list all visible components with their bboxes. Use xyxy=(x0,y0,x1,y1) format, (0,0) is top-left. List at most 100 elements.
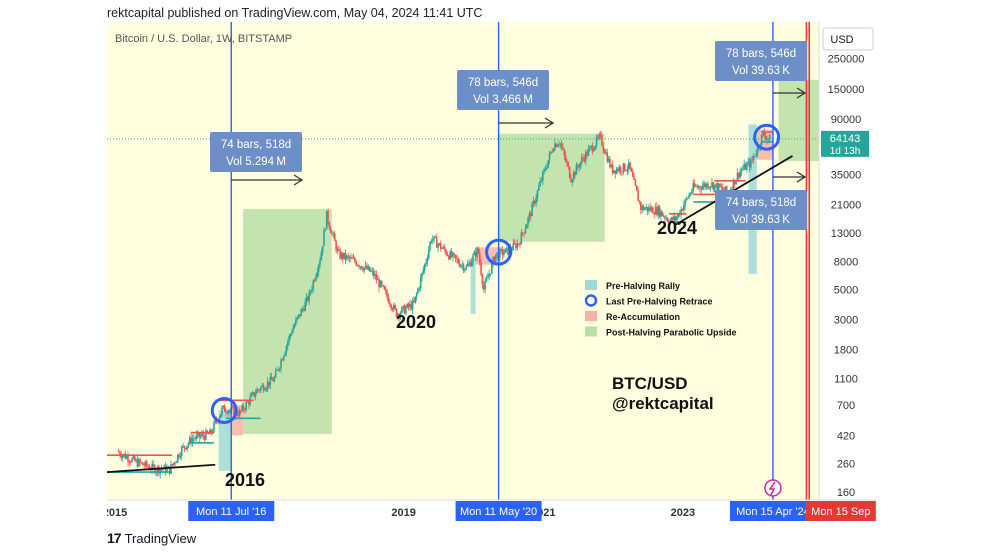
candle-body xyxy=(337,249,340,251)
candle xyxy=(386,288,388,301)
candle-body xyxy=(402,305,405,308)
callout-line2: Vol 39.63 K xyxy=(732,65,790,77)
x-tick-label: 2023 xyxy=(671,507,695,519)
candle-body xyxy=(732,179,735,190)
candle-body xyxy=(172,462,175,465)
candle-body xyxy=(171,464,174,465)
candle-body xyxy=(184,447,187,450)
candle-body xyxy=(191,438,194,444)
candle-body xyxy=(739,171,741,178)
candle-body xyxy=(250,394,253,397)
callout-line1: 78 bars, 546d xyxy=(726,48,796,60)
candle-body xyxy=(537,186,540,191)
candle-body xyxy=(143,465,145,466)
tradingview-logo[interactable]: 17 TradingView xyxy=(107,530,196,546)
candle xyxy=(164,462,167,476)
y-tick-label: 1800 xyxy=(834,345,858,357)
candle xyxy=(754,155,756,158)
candle-body xyxy=(427,249,430,259)
price-badge-value: 64143 xyxy=(830,133,861,145)
candle-body xyxy=(213,422,215,432)
candle xyxy=(395,308,398,319)
candle xyxy=(429,240,431,252)
candle-body xyxy=(210,429,213,434)
halving-event-icon[interactable] xyxy=(764,479,782,497)
chart-area[interactable]: 74 bars, 518d Vol 5.294 M 78 bars, 546d Vol… xyxy=(107,22,877,524)
currency-selector[interactable]: USD xyxy=(822,27,874,51)
candle xyxy=(637,186,639,201)
candle-body xyxy=(696,186,699,188)
candle xyxy=(426,254,429,267)
candle xyxy=(646,206,649,216)
candle-body xyxy=(560,143,563,148)
pre-halving-rally-zone-2020 xyxy=(470,257,476,314)
candle xyxy=(693,179,696,189)
candle-body xyxy=(489,273,492,275)
measure-callout-4[interactable]: 74 bars, 518d Vol 39.63 K xyxy=(715,190,807,230)
candle-body xyxy=(755,153,758,156)
candle-body xyxy=(188,437,191,444)
candle xyxy=(171,463,174,467)
candle xyxy=(348,255,351,263)
candle xyxy=(182,442,184,449)
candle-body xyxy=(323,230,325,247)
candle-body xyxy=(559,143,562,145)
candle-body xyxy=(715,183,717,185)
measure-callout-1[interactable]: 74 bars, 518d Vol 5.294 M xyxy=(210,132,302,172)
candle-body xyxy=(137,459,140,467)
candle xyxy=(692,179,694,194)
candle-body xyxy=(767,138,770,140)
halving-icon-circle[interactable] xyxy=(764,479,782,497)
candle-body xyxy=(135,459,137,461)
candle xyxy=(625,169,627,172)
tradingview-mark-icon: 17 xyxy=(107,530,122,546)
candle-body xyxy=(241,405,243,411)
candle-body xyxy=(664,216,666,219)
candle xyxy=(425,258,427,267)
candle-body xyxy=(638,200,641,203)
candle xyxy=(452,251,454,262)
candle-body xyxy=(738,172,740,178)
candle-body xyxy=(378,279,380,288)
y-tick-label: 420 xyxy=(837,430,855,442)
candle xyxy=(417,287,419,295)
currency-box[interactable] xyxy=(822,27,874,51)
candle xyxy=(621,171,623,177)
btc-chart[interactable]: 74 bars, 518d Vol 5.294 M 78 bars, 546d Vol… xyxy=(107,22,877,524)
candle xyxy=(176,454,179,464)
candle-body xyxy=(417,288,419,294)
candle xyxy=(550,151,552,155)
candle xyxy=(648,204,650,215)
candle-body xyxy=(264,389,266,391)
candle-body xyxy=(488,273,490,278)
candle-body xyxy=(413,300,415,303)
candle-body xyxy=(423,264,426,270)
candle xyxy=(460,264,462,269)
candle xyxy=(614,170,617,179)
measure-callout-2[interactable]: 78 bars, 546d Vol 3.466 M xyxy=(457,70,549,110)
measure-callout-3[interactable]: 78 bars, 546d Vol 39.63 K xyxy=(715,41,807,81)
candle-body xyxy=(587,148,590,156)
candle xyxy=(175,460,178,463)
candle-body xyxy=(437,244,439,248)
candle-body xyxy=(268,381,270,386)
candle-body xyxy=(136,459,139,467)
candle xyxy=(688,192,690,199)
candle-body xyxy=(480,262,482,275)
candle-body xyxy=(572,172,575,180)
candle xyxy=(380,279,383,289)
candle-body xyxy=(320,252,323,261)
candle-body xyxy=(486,277,489,279)
candle xyxy=(488,269,490,281)
candle-body xyxy=(429,242,431,250)
candle xyxy=(272,376,274,382)
candle xyxy=(359,265,362,271)
candle-body xyxy=(464,269,466,271)
candle-body xyxy=(583,158,586,162)
candle-body xyxy=(180,446,183,456)
candle-body xyxy=(453,253,456,255)
candle-body xyxy=(695,186,697,187)
candle xyxy=(601,131,603,147)
candle xyxy=(697,184,700,190)
candle-body xyxy=(634,179,637,186)
